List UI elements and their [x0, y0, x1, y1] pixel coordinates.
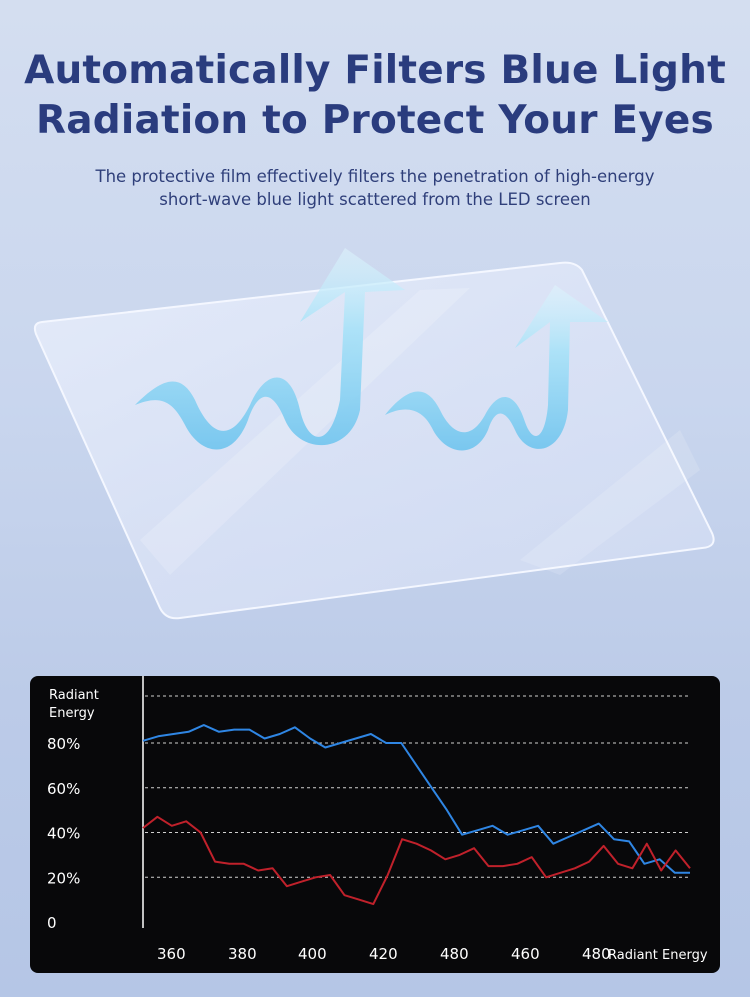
x-tick-label: 420: [369, 945, 398, 963]
subtitle: The protective film effectively filters …: [0, 165, 750, 211]
screen-protector-illustration: [33, 248, 715, 620]
subtitle-line-1: The protective film effectively filters …: [95, 167, 655, 186]
series-line-red: [142, 815, 691, 906]
x-tick-label: 480: [440, 945, 469, 963]
y-tick-label: 0: [47, 914, 57, 932]
y-tick-label: 20%: [47, 869, 80, 887]
y-tick-label: 40%: [47, 825, 80, 843]
series-line-blue: [142, 724, 690, 874]
headline: Automatically Filters Blue Light Radiati…: [0, 46, 750, 146]
x-tick-label: 360: [157, 945, 186, 963]
subtitle-line-2: short-wave blue light scattered from the…: [159, 190, 591, 209]
y-tick-label: 60%: [47, 780, 80, 798]
y-tick-label: 80%: [47, 735, 80, 753]
wave-arrow-icon: [385, 285, 608, 451]
headline-line-1: Automatically Filters Blue Light: [24, 48, 726, 93]
x-tick-label: 380: [228, 945, 257, 963]
headline-line-2: Radiation to Protect Your Eyes: [36, 98, 714, 143]
radiant-energy-chart: Radiant Energy Radiant Energy 80% 60% 40% 2…: [30, 676, 720, 973]
x-axis-label: Radiant Energy: [608, 948, 708, 963]
x-tick-label: 400: [298, 945, 327, 963]
wave-arrow-icon: [135, 248, 405, 450]
x-tick-label: 480: [582, 945, 611, 963]
screen-film: [33, 261, 715, 620]
y-axis-label-line-2: Energy: [49, 706, 95, 721]
y-axis-label-line-1: Radiant: [49, 688, 99, 703]
x-tick-label: 460: [511, 945, 540, 963]
chart-canvas: Radiant Energy Radiant Energy 80% 60% 40% 2…: [47, 676, 708, 963]
